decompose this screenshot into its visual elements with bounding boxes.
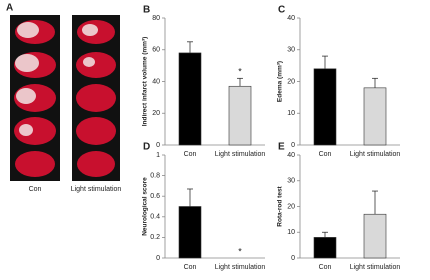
y-tick-label: 0.8	[150, 172, 160, 179]
bar	[178, 52, 202, 146]
significance-label: *	[238, 67, 242, 77]
bar	[313, 237, 337, 259]
y-tick-label: 10	[287, 110, 295, 117]
y-tick-label: 30	[287, 47, 295, 54]
panel-label: C	[278, 5, 285, 16]
y-tick-label: 0	[156, 255, 160, 262]
x-tick-label: Light stimulation	[350, 264, 401, 271]
panel-label: E	[278, 142, 285, 153]
panel-label: D	[143, 142, 150, 153]
y-tick-label: 40	[152, 78, 160, 85]
y-tick-label: 20	[152, 110, 160, 117]
y-tick-label: 0	[291, 142, 295, 149]
y-axis-label: Edema (mm³)	[277, 61, 284, 102]
y-tick-label: 40	[287, 15, 295, 22]
y-axis-label: Indirect infarct volume (mm³)	[142, 37, 149, 127]
y-axis-label: Rota-rod test	[277, 185, 284, 226]
y-tick-label: 0	[156, 142, 160, 149]
y-tick-label: 80	[152, 15, 160, 22]
brain-image	[10, 15, 120, 181]
bar	[228, 85, 252, 146]
bar	[363, 213, 387, 259]
y-tick-label: 40	[287, 152, 295, 159]
y-tick-label: 10	[287, 229, 295, 236]
x-tick-label: Light stimulation	[350, 151, 401, 158]
bar	[178, 206, 202, 259]
y-tick-label: 0.4	[150, 214, 160, 221]
y-tick-label: 20	[287, 78, 295, 85]
y-tick-label: 1	[156, 152, 160, 159]
image-caption: Con	[29, 186, 42, 193]
x-tick-label: Light stimulation	[215, 151, 266, 158]
x-tick-label: Con	[319, 151, 332, 158]
y-axis-label: Neurological score	[142, 177, 149, 236]
panel-label: B	[143, 5, 150, 16]
y-tick-label: 0.2	[150, 234, 160, 241]
x-tick-label: Con	[184, 151, 197, 158]
x-tick-label: Con	[184, 264, 197, 271]
bar	[313, 68, 337, 146]
x-tick-label: Con	[319, 264, 332, 271]
panel-label: A	[6, 3, 13, 14]
significance-label: *	[238, 246, 242, 256]
y-tick-label: 60	[152, 47, 160, 54]
bar	[363, 87, 387, 146]
y-tick-label: 0.6	[150, 193, 160, 200]
y-tick-label: 0	[291, 255, 295, 262]
y-tick-label: 30	[287, 178, 295, 185]
image-caption: Light stimulation	[71, 186, 122, 193]
y-tick-label: 20	[287, 203, 295, 210]
x-tick-label: Light stimulation	[215, 264, 266, 271]
